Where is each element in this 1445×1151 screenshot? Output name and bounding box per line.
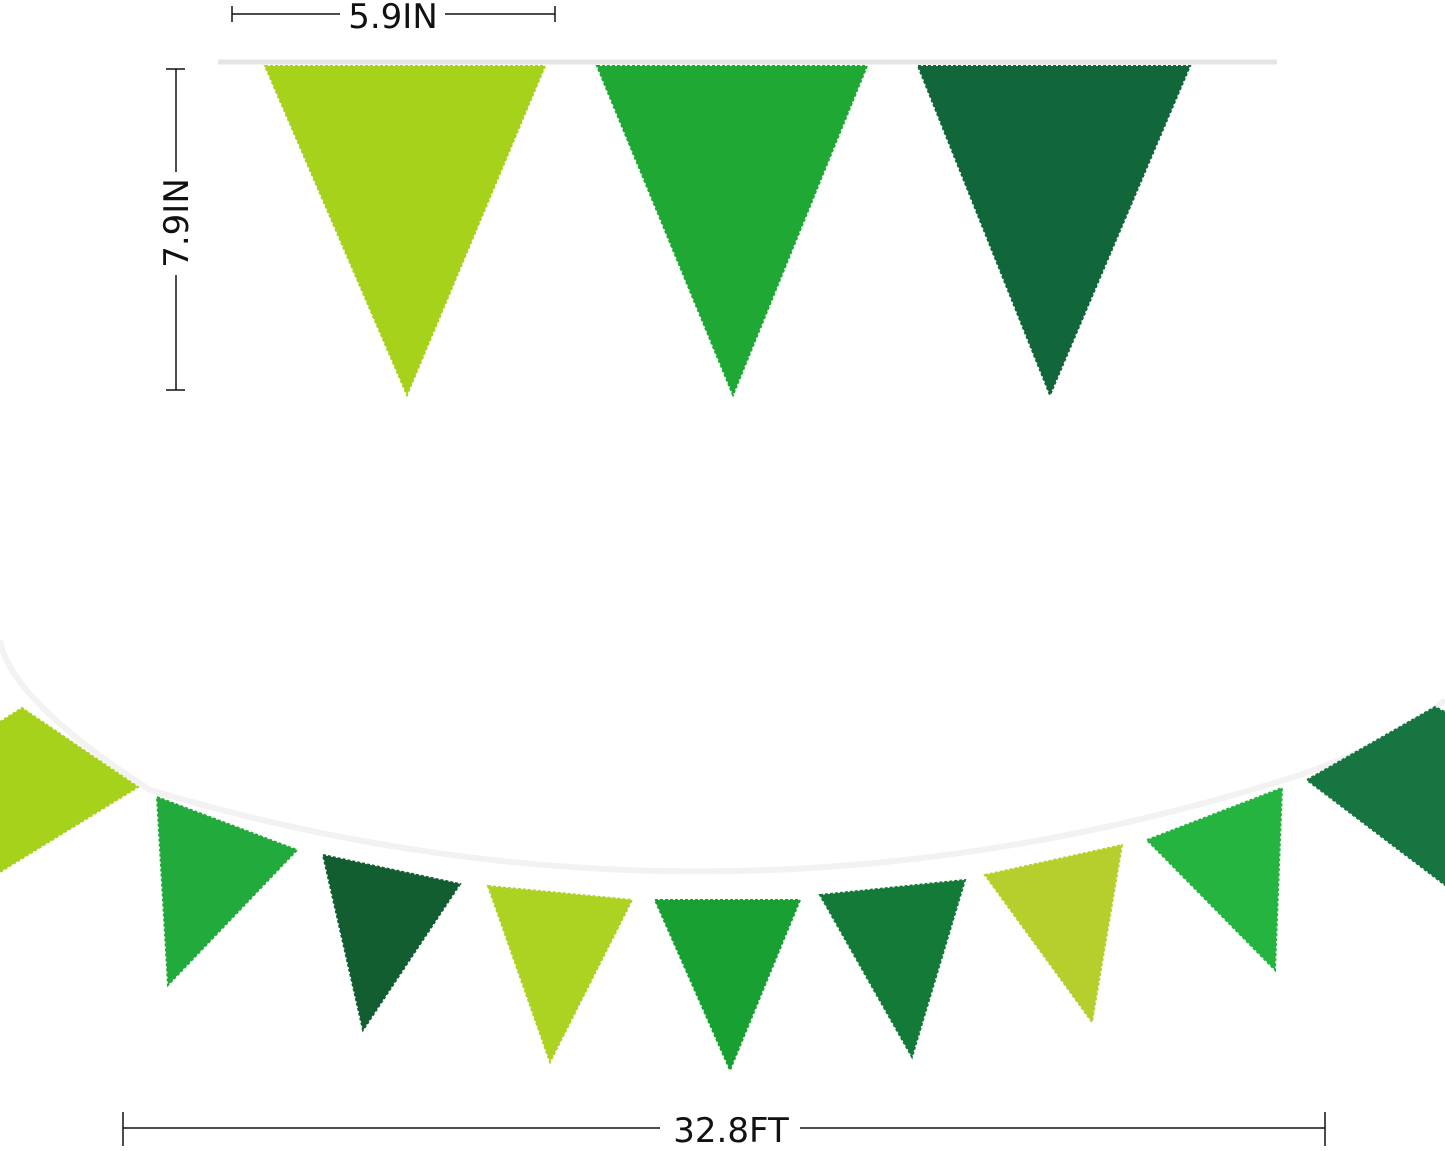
bottom-pennant-flag [818,878,967,1060]
bottom-pennant-flag [486,884,634,1065]
bottom-pennant-flag [1145,786,1284,973]
length-label: 32.8FT [673,1111,789,1151]
height-dimension: 7.9IN [157,68,197,391]
bottom-string [0,639,1445,875]
width-dimension: 5.9IN [231,0,556,37]
bottom-pennant-flag [155,795,299,988]
width-label: 5.9IN [348,0,438,37]
top-pennant-flag [916,65,1192,398]
bottom-pennant-flag [321,853,462,1033]
bottom-pennant-flag [0,706,140,874]
bottom-pennant-flag [653,899,802,1073]
height-label: 7.9IN [157,178,197,268]
length-dimension: 32.8FT [122,1111,1326,1151]
top-pennant-flag [595,65,869,398]
top-pennant-flag [263,65,547,398]
bottom-pennant-flag [983,843,1124,1025]
bottom-pennant-flag [1305,705,1445,887]
